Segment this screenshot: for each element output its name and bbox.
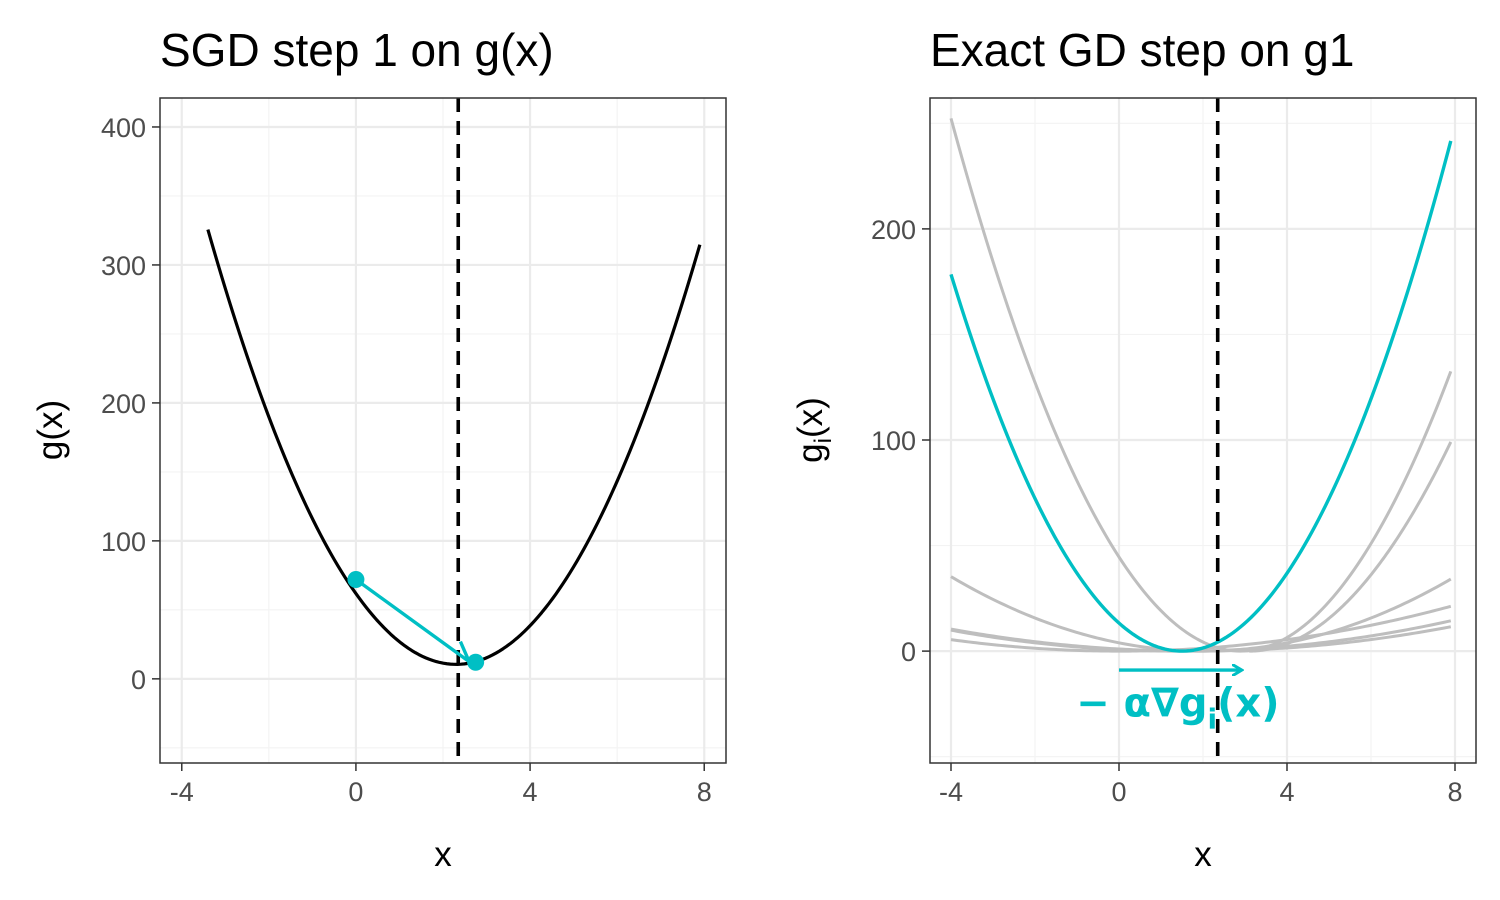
annotation-sub: i <box>1208 703 1218 736</box>
y-tick-label: 100 <box>101 527 146 557</box>
chart-title-right: Exact GD step on g1 <box>930 24 1354 76</box>
y-tick-label: 400 <box>101 113 146 143</box>
objective-curve <box>206 229 702 666</box>
plot-frame-right <box>929 97 1477 764</box>
ticks-right: -4 0 4 8 0 100 200 <box>871 215 1463 807</box>
sgd-iterate-point <box>467 653 485 671</box>
x-tick-label: -4 <box>170 777 194 807</box>
component-curve <box>1249 441 1453 653</box>
annotation-prefix: − α∇g <box>1076 681 1207 727</box>
y-tick-label: 0 <box>131 665 146 695</box>
data-layer-left <box>206 98 702 763</box>
grid-right <box>930 98 1476 763</box>
x-tick-label: 8 <box>1447 777 1462 807</box>
chart-title-left: SGD step 1 on g(x) <box>160 24 554 76</box>
y-tick-label: 300 <box>101 251 146 281</box>
y-axis-label-right-tail: (x) <box>791 397 830 438</box>
annotation-suffix: (x) <box>1217 681 1279 727</box>
x-tick-label: 4 <box>523 777 538 807</box>
component-curve <box>949 118 1453 653</box>
y-axis-label-right-sub: i <box>810 438 837 443</box>
x-axis-label-right: x <box>1194 835 1212 874</box>
sgd-iterate-point <box>347 571 365 589</box>
gradient-step-annotation: − α∇gi(x) <box>1076 681 1279 736</box>
ticks-left: -4 0 4 8 0 100 200 300 400 <box>101 113 712 807</box>
y-tick-label: 100 <box>871 426 916 456</box>
x-tick-label: 4 <box>1279 777 1294 807</box>
grid-left <box>160 98 726 763</box>
plot-frame-left <box>159 97 727 764</box>
x-tick-label: -4 <box>939 777 963 807</box>
y-axis-label-left: g(x) <box>31 400 70 460</box>
y-tick-label: 0 <box>901 637 916 667</box>
component-curve <box>950 575 1452 653</box>
x-tick-label: 0 <box>1111 777 1126 807</box>
y-axis-label-right: gi(x) <box>791 397 837 463</box>
data-layer-right <box>949 98 1453 763</box>
y-tick-label: 200 <box>871 215 916 245</box>
highlighted-component-curve <box>949 140 1453 653</box>
x-axis-label-left: x <box>434 835 452 874</box>
y-axis-label-right-base: g <box>791 443 830 462</box>
y-tick-label: 200 <box>101 389 146 419</box>
x-tick-label: 8 <box>697 777 712 807</box>
x-tick-label: 0 <box>348 777 363 807</box>
